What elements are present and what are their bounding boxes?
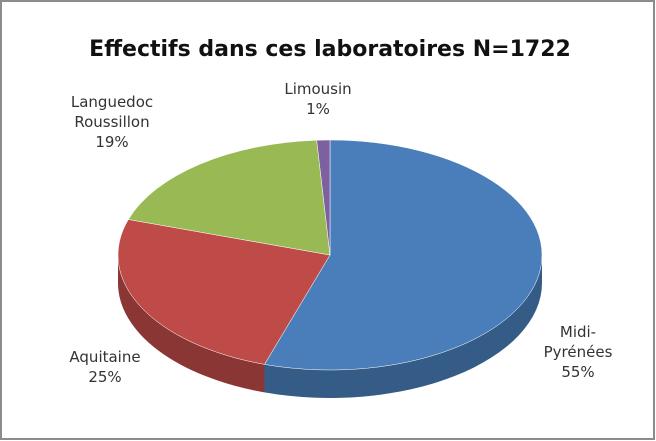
value-label: 19% <box>95 133 129 151</box>
pie-slice <box>127 139 331 256</box>
category-label: Languedoc Roussillon <box>70 93 154 131</box>
value-label: 55% <box>561 363 595 381</box>
pie-slice-side <box>118 255 265 393</box>
pie-slice <box>117 219 331 365</box>
value-label: 25% <box>88 368 122 386</box>
chart-title: Effectifs dans ces laboratoires N=1722 <box>89 37 571 62</box>
value-label: 1% <box>306 100 330 118</box>
pie-slice-side <box>264 255 542 398</box>
category-label: Midi-Pyrénées <box>543 323 613 361</box>
pie-slice <box>264 139 543 371</box>
data-label: Limousin 1% <box>284 79 351 119</box>
pie-slice <box>316 139 331 256</box>
data-label: Languedoc Roussillon 19% <box>71 92 153 152</box>
category-label: Limousin <box>284 80 352 98</box>
category-label: Aquitaine <box>69 348 141 366</box>
data-label: Aquitaine 25% <box>69 347 140 387</box>
data-label: Midi-Pyrénées 55% <box>544 322 613 382</box>
